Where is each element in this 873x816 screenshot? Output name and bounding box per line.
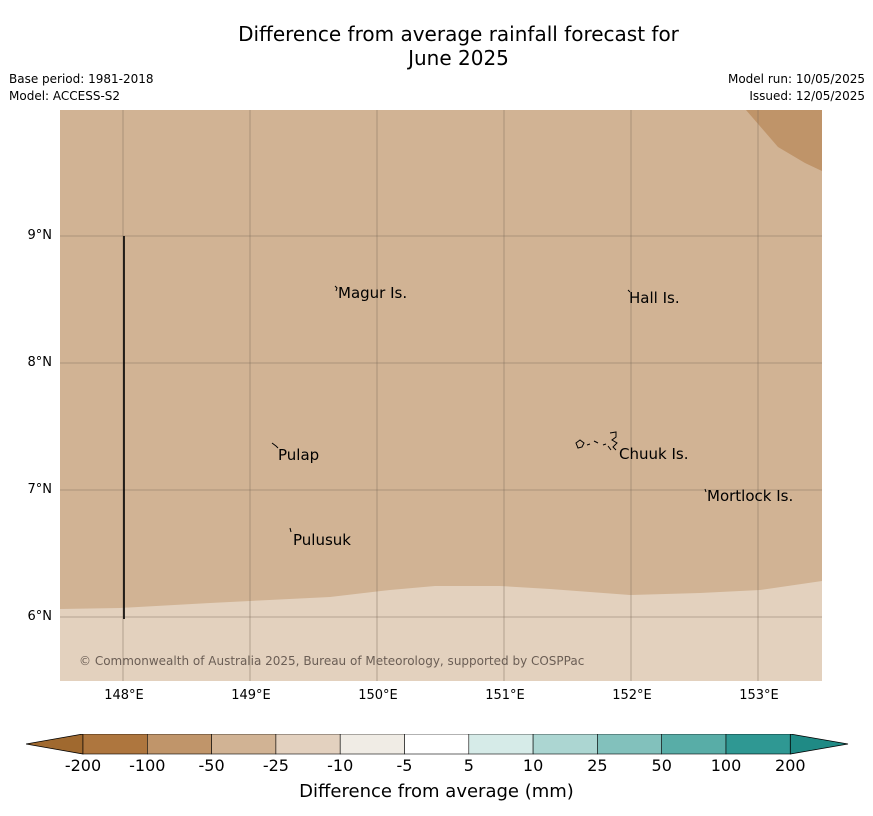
colorbar-segment (82, 733, 148, 755)
meta-left: Base period: 1981-2018 Model: ACCESS-S2 (9, 71, 154, 105)
colorbar-tick-label: 10 (522, 756, 544, 775)
region-minus-100 (746, 110, 822, 171)
colorbar-segment (275, 733, 341, 755)
place-magur: Magur Is. (338, 284, 407, 302)
lon-label-152e: 152°E (612, 688, 652, 703)
region-minus-50 (60, 110, 822, 681)
colorbar-label: Difference from average (mm) (299, 781, 574, 802)
colorbar-svg (25, 733, 849, 755)
meta-right: Model run: 10/05/2025 Issued: 12/05/2025 (728, 71, 865, 105)
title-line-1: Difference from average rainfall forecas… (238, 22, 679, 46)
colorbar-tick-label: 200 (775, 756, 806, 775)
colorbar-tick-label: -10 (327, 756, 354, 775)
copyright-notice: © Commonwealth of Australia 2025, Bureau… (79, 654, 584, 668)
island-pulusuk (289, 527, 292, 533)
map-panel[interactable]: Magur Is. Hall Is. Pulap Chuuk Is. Mortl… (60, 110, 822, 681)
lon-label-149e: 149°E (231, 688, 271, 703)
place-chuuk: Chuuk Is. (619, 445, 688, 463)
colorbar-tick-label: -200 (64, 756, 102, 775)
island-hall (627, 289, 631, 293)
region-minus-25 (60, 581, 822, 681)
place-pulap: Pulap (278, 446, 319, 464)
colorbar-extend-high (789, 733, 849, 755)
colorbar-segment (661, 733, 727, 755)
place-hall: Hall Is. (629, 289, 680, 307)
island-magur (334, 285, 338, 292)
issued-date: Issued: 12/05/2025 (749, 89, 865, 103)
island-chuuk-group (575, 431, 618, 451)
colorbar-tick-label: 25 (587, 756, 608, 775)
island-mortlock (704, 488, 707, 493)
colorbar-segment (147, 733, 212, 755)
place-mortlock: Mortlock Is. (707, 487, 793, 505)
colorbar-segment (339, 733, 405, 755)
colorbar-tick-label: -25 (262, 756, 289, 775)
colorbar-segment (211, 733, 277, 755)
colorbar (25, 733, 849, 760)
colorbar-tick-label: -100 (129, 756, 166, 775)
base-period: Base period: 1981-2018 (9, 72, 154, 86)
colorbar-segment (468, 733, 534, 755)
colorbar-tick-label: 5 (463, 756, 474, 775)
map-svg: Magur Is. Hall Is. Pulap Chuuk Is. Mortl… (60, 110, 822, 681)
grid-lines (60, 110, 822, 681)
colorbar-extend-low (25, 733, 84, 755)
place-pulusuk: Pulusuk (293, 531, 351, 549)
lon-label-151e: 151°E (485, 688, 525, 703)
lon-label-153e: 153°E (739, 688, 779, 703)
island-outlines (271, 285, 707, 533)
chart-title: Difference from average rainfall forecas… (0, 22, 873, 70)
colorbar-segment (597, 733, 663, 755)
lat-label-9n: 9°N (27, 228, 53, 243)
lat-label-8n: 8°N (27, 355, 53, 370)
colorbar-tick-label: 100 (710, 756, 742, 775)
lat-label-7n: 7°N (27, 482, 53, 497)
colorbar-segment (404, 733, 470, 755)
colorbar-segment (725, 733, 791, 755)
island-pulap (271, 442, 279, 449)
model-name: Model: ACCESS-S2 (9, 89, 121, 103)
colorbar-tick-label: -50 (198, 756, 225, 775)
colorbar-segment (532, 733, 598, 755)
colorbar-tick-label: 50 (651, 756, 672, 775)
lon-label-150e: 150°E (358, 688, 398, 703)
colorbar-tick-label: -5 (396, 756, 413, 775)
title-line-2: June 2025 (408, 46, 509, 70)
lat-label-6n: 6°N (27, 609, 53, 624)
model-run: Model run: 10/05/2025 (727, 72, 865, 86)
lon-label-148e: 148°E (104, 688, 144, 703)
